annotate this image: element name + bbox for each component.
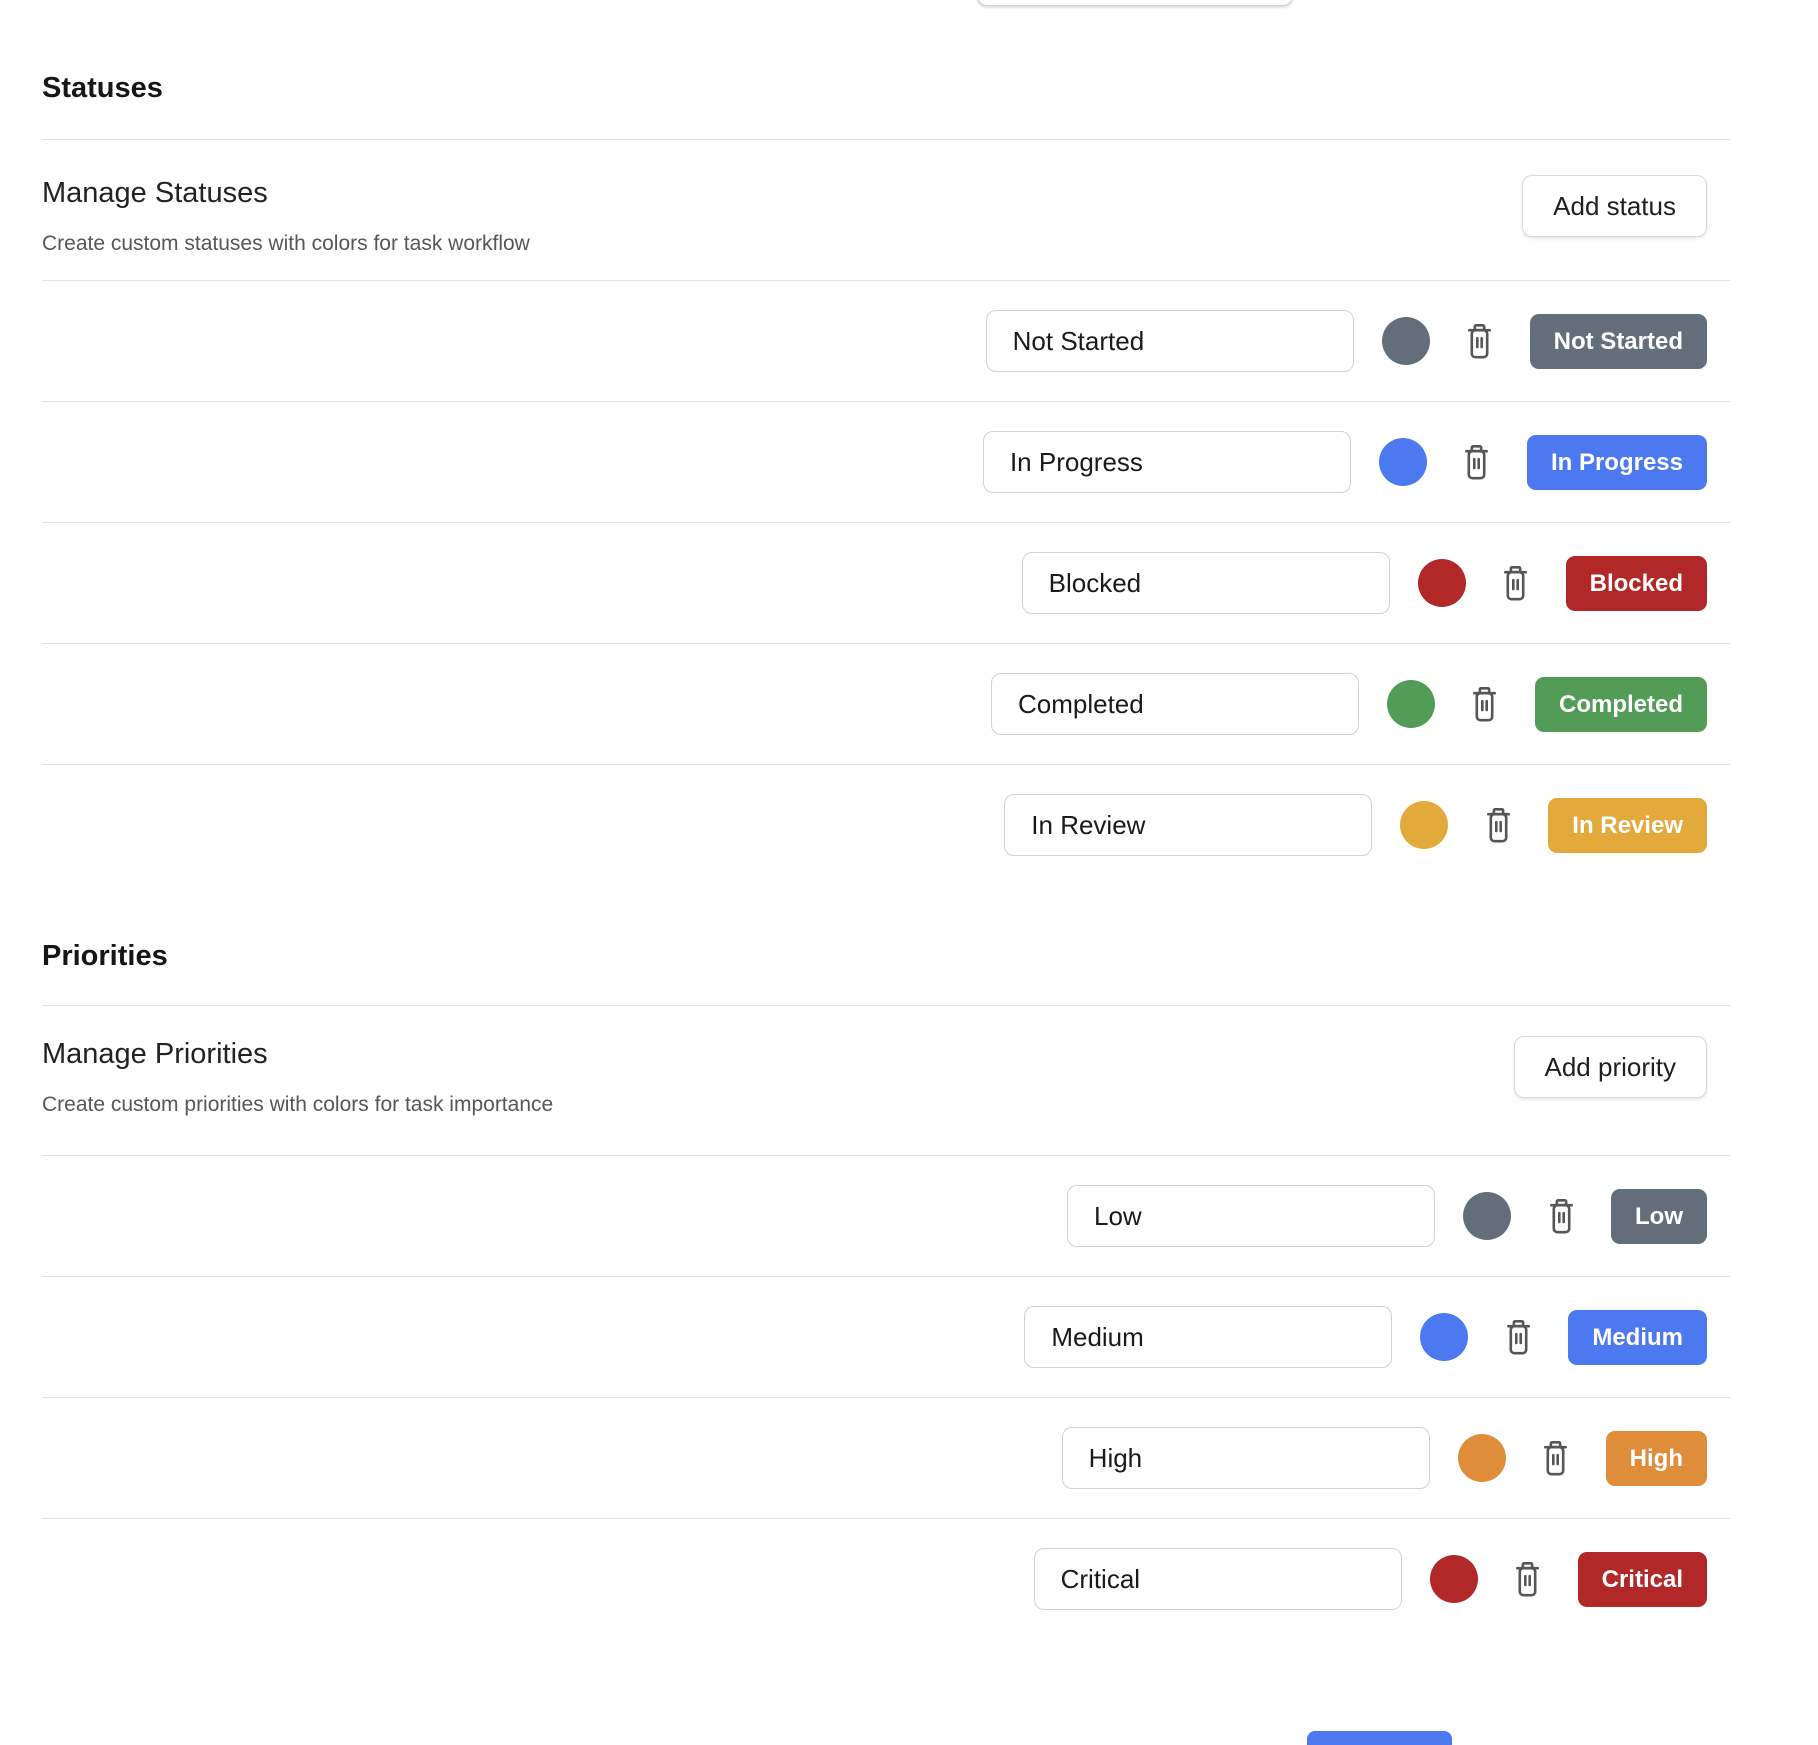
manage-priorities-title: Manage Priorities [42,1038,268,1070]
status-row: Completed [42,643,1730,764]
trash-icon [1473,686,1497,721]
priority-name-input[interactable] [1033,1548,1402,1610]
trash-icon [1468,323,1492,358]
status-color-swatch[interactable] [1417,559,1466,607]
manage-statuses-subtitle: Create custom statuses with colors for t… [42,232,530,255]
manage-statuses-header: Manage Statuses Create custom statuses w… [42,139,1730,280]
manage-priorities-subtitle: Create custom priorities with colors for… [42,1093,554,1116]
cut-off-input-top[interactable] [977,0,1293,6]
priority-row: Critical [42,1518,1730,1639]
manage-priorities-header-text: Manage Priorities Create custom prioriti… [42,1036,553,1118]
priority-row: Low [42,1155,1730,1276]
priority-name-input[interactable] [1067,1185,1435,1247]
status-name-input[interactable] [1004,794,1373,856]
priority-row: Medium [42,1276,1730,1397]
status-row: Blocked [42,522,1730,643]
statuses-section-title: Statuses [42,72,163,104]
status-badge-preview: Blocked [1565,555,1707,611]
cut-off-element-bottom[interactable] [1307,1731,1452,1745]
status-color-swatch[interactable] [1381,317,1430,365]
status-color-swatch[interactable] [1386,680,1435,728]
manage-statuses-title: Manage Statuses [42,177,268,209]
trash-icon [1544,1440,1568,1475]
status-row: In Progress [42,401,1730,522]
delete-status-button[interactable] [1455,436,1499,488]
trash-icon [1486,807,1510,842]
delete-status-button[interactable] [1463,678,1507,730]
status-row: Not Started [42,280,1730,401]
trash-icon [1549,1198,1573,1233]
status-name-input[interactable] [982,431,1351,493]
trash-icon [1506,1319,1530,1354]
statuses-list: Not Started In Progr [42,280,1730,885]
status-badge-preview: Completed [1534,676,1707,732]
status-color-swatch[interactable] [1378,438,1427,486]
priority-badge-preview: Critical [1577,1551,1707,1607]
priorities-list: Low Medium [42,1155,1730,1639]
status-color-swatch[interactable] [1400,801,1449,849]
status-row: In Review [42,764,1730,885]
priority-name-input[interactable] [1061,1427,1430,1489]
delete-priority-button[interactable] [1539,1190,1583,1242]
priority-color-swatch[interactable] [1457,1434,1506,1482]
delete-priority-button[interactable] [1496,1311,1540,1363]
add-priority-button[interactable]: Add priority [1513,1036,1707,1098]
delete-priority-button[interactable] [1534,1432,1578,1484]
trash-icon [1504,565,1528,600]
manage-priorities-header: Manage Priorities Create custom prioriti… [42,1005,1730,1155]
priority-color-swatch[interactable] [1420,1313,1469,1361]
manage-statuses-card: Manage Statuses Create custom statuses w… [42,139,1730,885]
priority-color-swatch[interactable] [1463,1192,1511,1240]
priority-badge-preview: Low [1611,1188,1707,1244]
priorities-section-title: Priorities [42,940,168,972]
delete-status-button[interactable] [1458,315,1502,367]
delete-priority-button[interactable] [1506,1553,1550,1605]
status-name-input[interactable] [985,310,1354,372]
status-badge-preview: Not Started [1529,313,1707,369]
delete-status-button[interactable] [1494,557,1538,609]
manage-statuses-header-text: Manage Statuses Create custom statuses w… [42,175,530,257]
status-name-input[interactable] [990,673,1359,735]
priority-row: High [42,1397,1730,1518]
delete-status-button[interactable] [1476,799,1520,851]
priority-badge-preview: High [1605,1430,1707,1486]
status-name-input[interactable] [1021,552,1390,614]
status-badge-preview: In Review [1548,797,1707,853]
priority-badge-preview: Medium [1568,1309,1707,1365]
trash-icon [1516,1561,1540,1596]
manage-priorities-card: Manage Priorities Create custom prioriti… [42,1005,1730,1639]
status-badge-preview: In Progress [1526,434,1707,490]
priority-name-input[interactable] [1024,1306,1393,1368]
priority-color-swatch[interactable] [1429,1555,1478,1603]
add-status-button[interactable]: Add status [1522,175,1707,237]
trash-icon [1465,444,1489,479]
